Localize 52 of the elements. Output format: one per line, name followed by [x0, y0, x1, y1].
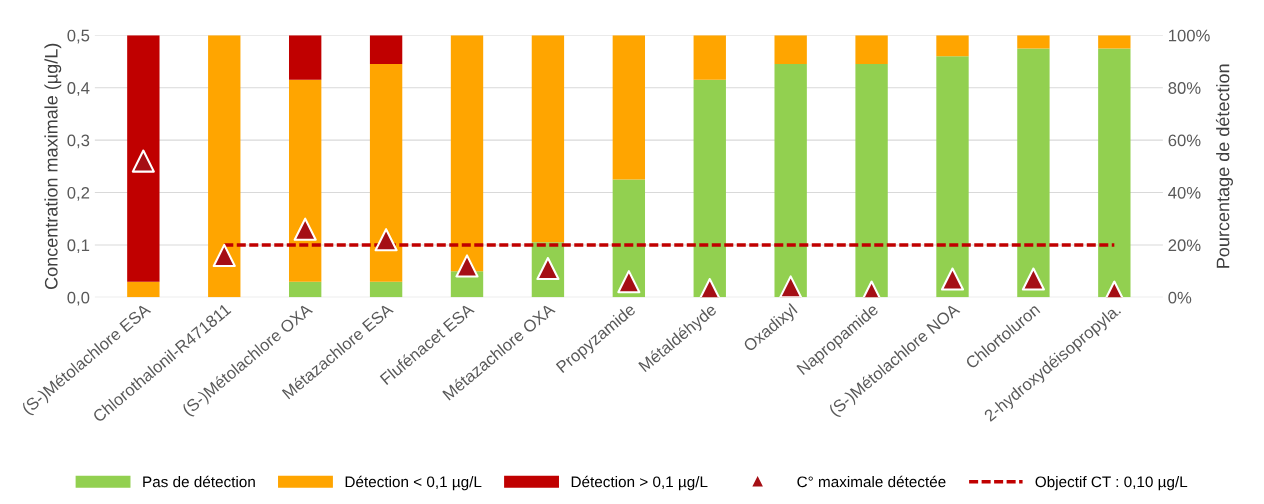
y2-tick-label: 20%	[1168, 239, 1201, 252]
y2-tick-label: 100%	[1169, 29, 1210, 42]
bar	[289, 281, 322, 298]
legend-label: Détection < 0,1 µg/L	[345, 475, 482, 491]
point	[212, 243, 236, 267]
bar	[1017, 35, 1050, 49]
point	[1021, 267, 1045, 291]
y2-tick-label: 40%	[1168, 186, 1201, 199]
bar	[1098, 35, 1131, 49]
y-tick-label: 0,4	[67, 82, 90, 96]
legend-label: C° maximale détectée	[797, 475, 946, 488]
y-axis-title: Concentration maximale (µg/L)	[44, 43, 62, 290]
bar	[127, 35, 160, 282]
legend-label: Détection > 0,1 µg/L	[571, 475, 708, 491]
y-tick-label: 0,1	[67, 239, 90, 254]
y2-axis-title: Pourcentage de détection	[1215, 64, 1233, 268]
y2-tick-label: 60%	[1168, 134, 1201, 147]
bar	[693, 79, 726, 298]
bar	[612, 35, 646, 180]
legend-label: Pas de détection	[143, 475, 255, 488]
bar	[289, 35, 322, 80]
y2-tick-label: 80%	[1168, 82, 1201, 94]
point	[617, 270, 641, 294]
y-tick-label: 0,3	[67, 134, 90, 149]
point	[940, 267, 965, 291]
bar	[450, 35, 484, 272]
bar	[936, 35, 969, 57]
point	[455, 254, 479, 278]
bar	[208, 35, 241, 298]
point	[374, 228, 398, 252]
bar	[531, 35, 565, 243]
y2-tick-label: 0%	[1168, 291, 1192, 304]
point	[131, 149, 155, 173]
y-tick-label: 0,2	[67, 186, 90, 201]
y-tick-label: 0,0	[67, 291, 90, 306]
bar	[1098, 48, 1131, 298]
bar	[289, 79, 322, 282]
bar	[855, 35, 888, 65]
point	[293, 217, 317, 241]
bar	[369, 64, 403, 282]
bar	[774, 35, 807, 65]
bar	[936, 56, 969, 298]
bar	[369, 35, 403, 65]
bar	[774, 64, 807, 298]
bar	[855, 64, 888, 298]
y-tick-label: 0,5	[67, 29, 90, 44]
bar	[1017, 48, 1050, 298]
bar	[369, 281, 403, 298]
bar	[693, 35, 726, 80]
legend-label: Objectif CT : 0,10 µg/L	[1035, 476, 1188, 491]
point	[779, 275, 803, 298]
bar	[127, 281, 160, 298]
